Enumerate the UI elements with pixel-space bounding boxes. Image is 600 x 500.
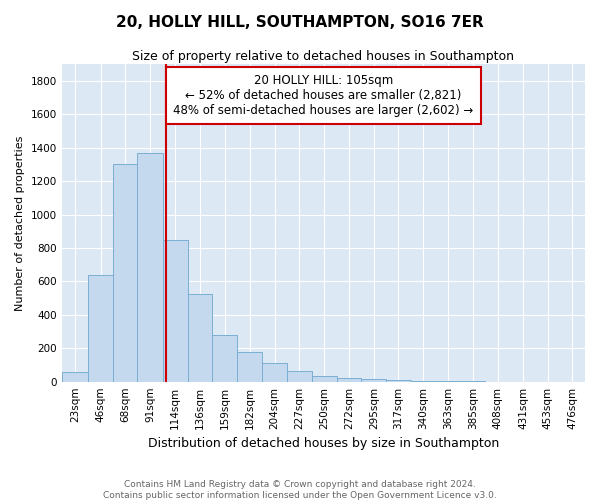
Bar [361,379,386,382]
Bar [237,352,262,382]
Title: Size of property relative to detached houses in Southampton: Size of property relative to detached ho… [133,50,514,63]
Y-axis label: Number of detached properties: Number of detached properties [15,135,25,310]
Text: Contains HM Land Registry data © Crown copyright and database right 2024.
Contai: Contains HM Land Registry data © Crown c… [103,480,497,500]
Bar [386,380,410,382]
Bar [188,294,212,382]
Bar [436,381,461,382]
Bar [410,381,436,382]
Bar [113,164,137,382]
Bar [212,335,237,382]
Bar [163,240,188,382]
Bar [337,378,361,382]
Bar [62,372,88,382]
Bar [312,376,337,382]
Text: 20, HOLLY HILL, SOUTHAMPTON, SO16 7ER: 20, HOLLY HILL, SOUTHAMPTON, SO16 7ER [116,15,484,30]
Bar [262,364,287,382]
Text: 20 HOLLY HILL: 105sqm
← 52% of detached houses are smaller (2,821)
48% of semi-d: 20 HOLLY HILL: 105sqm ← 52% of detached … [173,74,473,116]
Bar [137,152,163,382]
X-axis label: Distribution of detached houses by size in Southampton: Distribution of detached houses by size … [148,437,499,450]
Bar [287,371,312,382]
Bar [88,274,113,382]
